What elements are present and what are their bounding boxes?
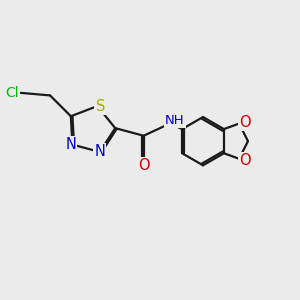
Text: O: O	[239, 115, 251, 130]
Text: Cl: Cl	[6, 86, 19, 100]
Text: NH: NH	[165, 114, 184, 127]
Text: N: N	[65, 137, 76, 152]
Text: N: N	[94, 144, 105, 159]
Text: O: O	[138, 158, 149, 173]
Text: O: O	[239, 153, 251, 168]
Text: S: S	[96, 99, 105, 114]
